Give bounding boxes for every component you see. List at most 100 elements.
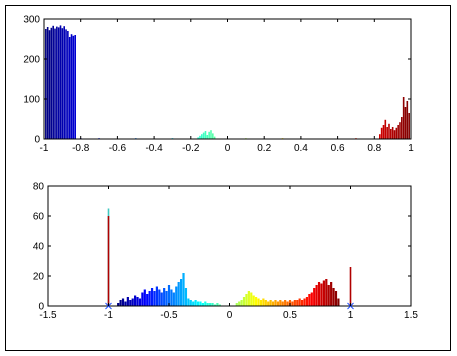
top-bar-52 xyxy=(406,101,409,139)
bottom-bar-10 xyxy=(141,292,144,306)
bottom-bar-70 xyxy=(301,300,304,306)
bottom-bar-56 xyxy=(267,301,270,306)
top-bar-30 xyxy=(210,130,212,139)
top-y-tick-label: 100 xyxy=(23,95,40,106)
bottom-bars xyxy=(107,208,352,306)
bottom-bar-23 xyxy=(172,292,175,306)
top-bar-5 xyxy=(54,28,56,140)
bottom-bar-28 xyxy=(184,288,188,306)
bottom-bar-41 xyxy=(216,303,219,306)
histogram-bottom: -1.5 -1 -0.5 0 0.5 1 1.5 0 20 40 60 80 xyxy=(33,182,419,322)
bottom-bar-45 xyxy=(240,300,243,306)
bottom-bar-58 xyxy=(271,301,275,306)
top-x-tick-label: -0.8 xyxy=(72,143,90,154)
top-y-ticks: 0 100 200 300 xyxy=(23,15,411,146)
bottom-y-tick-label: 80 xyxy=(33,182,45,193)
top-bar-29 xyxy=(208,131,210,139)
top-bar-37 xyxy=(379,134,381,139)
bottom-bar-12 xyxy=(146,294,149,306)
bottom-bar-40 xyxy=(213,304,217,306)
top-bar-47 xyxy=(397,125,399,139)
bottom-bar-52 xyxy=(257,298,260,306)
bottom-bar-46 xyxy=(242,297,246,306)
bottom-bar-48 xyxy=(247,291,250,306)
bottom-bar-81 xyxy=(327,285,330,306)
bottom-bar-8 xyxy=(136,297,139,306)
top-bar-7 xyxy=(57,27,60,139)
bottom-bar-20 xyxy=(165,291,168,306)
bottom-bar-67 xyxy=(293,300,296,306)
bottom-y-tick-label: 40 xyxy=(33,242,45,253)
bottom-bar-68 xyxy=(296,300,299,306)
bottom-bar-73 xyxy=(308,294,311,306)
bottom-bar-54 xyxy=(262,298,265,306)
top-bar-11 xyxy=(65,29,67,139)
bottom-bar-4 xyxy=(126,297,129,306)
bottom-x-tick-label: 1.5 xyxy=(404,310,418,321)
bottom-bar-24 xyxy=(175,286,178,306)
bottom-bar-16 xyxy=(155,286,158,306)
bottom-x-ticks: -1.5 -1 -0.5 0 0.5 1 1.5 xyxy=(39,186,418,321)
bottom-bar-9 xyxy=(138,298,142,306)
top-y-tick-label: 0 xyxy=(34,135,40,146)
top-bar-25 xyxy=(201,134,203,139)
figure-border xyxy=(5,5,451,351)
top-bar-42 xyxy=(388,123,390,139)
bottom-bar-13 xyxy=(148,291,151,306)
top-bar-32 xyxy=(213,136,216,139)
top-x-tick-label: -1 xyxy=(40,143,49,154)
bottom-bar-57 xyxy=(269,300,272,306)
bottom-bar-47 xyxy=(245,294,248,306)
top-x-tick-label: 0.8 xyxy=(367,143,381,154)
bottom-bar-18 xyxy=(160,292,163,306)
bottom-bar-66 xyxy=(291,301,294,306)
top-bar-39 xyxy=(382,125,385,139)
top-bar-51 xyxy=(404,107,407,139)
bottom-bar-42 xyxy=(218,304,221,306)
top-bar-2 xyxy=(48,30,51,140)
top-bar-12 xyxy=(67,31,69,139)
top-y-tick-label: 200 xyxy=(23,55,40,66)
bottom-bar-27 xyxy=(182,273,185,306)
bottom-bar-78 xyxy=(320,283,323,306)
bottom-bar-5 xyxy=(129,300,132,306)
top-bar-23 xyxy=(197,137,199,139)
bottom-bar-21 xyxy=(167,285,171,306)
bottom-y-tick-label: 0 xyxy=(38,302,44,313)
top-bar-41 xyxy=(386,127,388,139)
top-x-tick-label: 0.4 xyxy=(294,143,308,154)
top-bar-9 xyxy=(61,28,64,140)
top-bar-49 xyxy=(401,117,403,139)
bottom-bar-7 xyxy=(134,295,137,306)
top-x-tick-label: 1 xyxy=(408,143,414,154)
bottom-bar-15 xyxy=(153,291,156,306)
bottom-bar-33 xyxy=(196,301,200,306)
top-x-tick-label: 0.6 xyxy=(331,143,345,154)
bottom-bar-71 xyxy=(303,298,306,306)
top-bar-0 xyxy=(45,29,47,139)
bottom-x-tick-label: -1.5 xyxy=(39,310,57,321)
top-bar-24 xyxy=(199,135,201,139)
top-bar-6 xyxy=(56,26,58,140)
bottom-bar-11 xyxy=(143,289,146,306)
bottom-bar-60 xyxy=(276,301,279,306)
bottom-y-tick-label: 60 xyxy=(33,212,45,223)
bottom-bar-14 xyxy=(150,288,154,306)
top-bar-1 xyxy=(46,27,49,139)
top-bar-16 xyxy=(74,35,76,139)
bottom-x-tick-label: -0.5 xyxy=(160,310,178,321)
top-bar-13 xyxy=(68,37,71,139)
bottom-bar-72 xyxy=(305,297,309,306)
bottom-bar-34 xyxy=(199,301,202,306)
top-bar-31 xyxy=(212,133,214,139)
top-y-tick-label: 300 xyxy=(23,15,40,26)
bottom-bar-61 xyxy=(279,300,282,306)
bottom-bar-0 xyxy=(117,303,120,306)
bottom-bar-22 xyxy=(170,289,173,306)
top-bar-27 xyxy=(204,131,207,139)
top-bar-28 xyxy=(206,135,209,139)
top-x-tick-label: -0.2 xyxy=(182,143,200,154)
bottom-bar-84 xyxy=(334,291,338,306)
bottom-bar-43 xyxy=(235,303,238,306)
bottom-bar-75 xyxy=(313,288,316,306)
